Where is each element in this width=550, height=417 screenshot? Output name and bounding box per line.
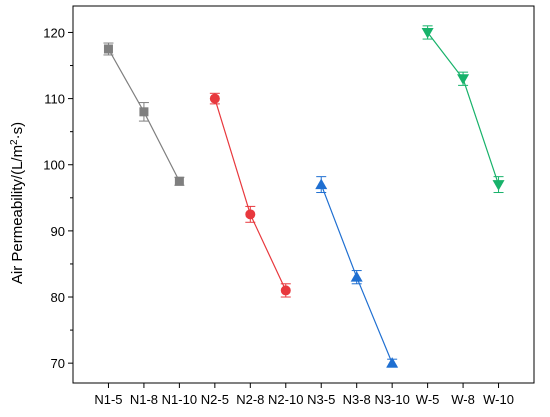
data-point-circle bbox=[245, 209, 256, 220]
series-3 bbox=[315, 176, 399, 368]
data-point-triangle-up bbox=[386, 357, 399, 368]
y-tick-label: 70 bbox=[51, 356, 65, 371]
series-4 bbox=[421, 25, 505, 194]
y-tick-label: 110 bbox=[44, 92, 65, 107]
y-axis-title-sup: 2 bbox=[9, 139, 20, 145]
y-axis-title: Air Permeability/(L/m2·s) bbox=[9, 122, 27, 284]
series-2 bbox=[209, 92, 291, 298]
x-tick-label: W-8 bbox=[451, 392, 475, 407]
x-tick-label: N1-8 bbox=[130, 392, 158, 407]
data-point-triangle-down bbox=[421, 27, 434, 39]
data-point-triangle-up bbox=[315, 178, 328, 190]
series-1 bbox=[103, 42, 185, 186]
x-axis-ticks: N1-5 N1-8 N1-10 N2-5 N2-8 N2-10 N3-5 N3-8 N3-10 W… bbox=[94, 383, 514, 407]
data-point-square bbox=[174, 176, 184, 186]
data-point-circle bbox=[209, 93, 220, 104]
data-point-triangle-down bbox=[492, 180, 505, 191]
x-tick-label: N3-10 bbox=[374, 392, 409, 407]
data-point-circle bbox=[280, 285, 291, 296]
plot-frame bbox=[72, 5, 535, 384]
series-layer bbox=[103, 25, 505, 368]
x-tick-label: N3-5 bbox=[307, 392, 335, 407]
x-tick-label: N2-5 bbox=[201, 392, 229, 407]
data-point-square bbox=[103, 44, 113, 54]
data-point-square bbox=[139, 107, 149, 117]
data-point-triangle-up bbox=[350, 271, 363, 282]
x-tick-label: N3-8 bbox=[343, 392, 371, 407]
y-axis-title-base: Air Permeability/(L/m bbox=[9, 145, 26, 284]
x-tick-label: W-5 bbox=[416, 392, 440, 407]
x-tick-label: N2-10 bbox=[268, 392, 303, 407]
y-tick-label: 120 bbox=[43, 25, 65, 40]
x-tick-label: W-10 bbox=[483, 392, 514, 407]
x-tick-label: N1-5 bbox=[94, 392, 122, 407]
y-tick-label: 90 bbox=[51, 224, 65, 239]
plot-area bbox=[72, 5, 535, 384]
y-axis-ticks: 70 80 90 100 110 120 bbox=[43, 25, 73, 371]
y-axis-title-tail: ·s) bbox=[9, 122, 26, 140]
y-tick-label: 100 bbox=[43, 158, 65, 173]
series-line bbox=[427, 32, 500, 185]
series-line bbox=[214, 98, 287, 291]
y-tick-label: 80 bbox=[51, 290, 65, 305]
data-point-triangle-down bbox=[457, 74, 470, 85]
x-tick-label: N2-8 bbox=[236, 392, 264, 407]
x-tick-label: N1-10 bbox=[162, 392, 197, 407]
